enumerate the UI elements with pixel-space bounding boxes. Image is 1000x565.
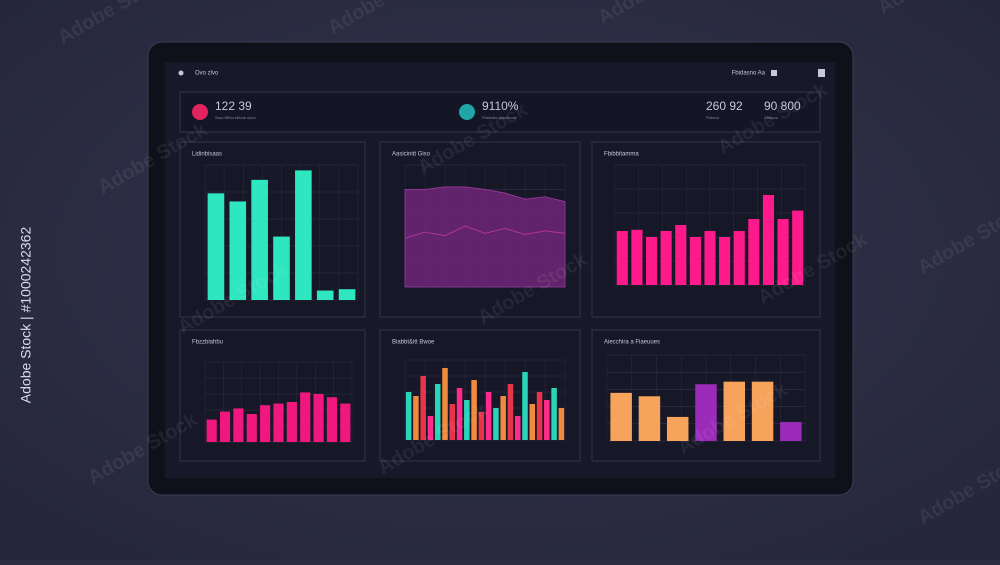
- content: 122 39 Sruu Wlho ebhub ocuo 9110% Fbsbcbo e…: [179, 99, 821, 462]
- bar: [295, 170, 312, 300]
- menu-icon[interactable]: [771, 70, 777, 76]
- bar: [464, 400, 470, 440]
- bar: [316, 290, 334, 300]
- kpi-value: 260 92: [706, 99, 743, 113]
- bar: [544, 400, 550, 440]
- kpi-icon: [459, 104, 475, 120]
- bar: [522, 372, 528, 440]
- panel-title: Fbzzbiahbu: [192, 340, 223, 346]
- bar: [723, 381, 746, 441]
- bar: [689, 237, 701, 285]
- bar: [777, 219, 789, 285]
- bar: [471, 380, 477, 440]
- panel-title: Lidinbisaas: [192, 152, 222, 158]
- bar: [229, 201, 247, 300]
- bar: [666, 416, 689, 441]
- bar: [300, 392, 311, 442]
- bar: [246, 414, 257, 442]
- bar: [751, 381, 774, 441]
- bar: [493, 408, 499, 440]
- bar: [762, 195, 775, 285]
- bar: [405, 392, 412, 440]
- bar: [792, 210, 804, 285]
- bar: [273, 403, 284, 442]
- kpi-label: Fbsbcbo ebsnnnoa: [482, 115, 517, 120]
- bar: [536, 392, 543, 440]
- bar: [420, 376, 426, 440]
- bar: [660, 231, 672, 285]
- panel-title: Fbibbitamma: [604, 152, 639, 158]
- bar: [286, 402, 297, 442]
- menu[interactable]: Fbidasno Aa: [732, 71, 766, 77]
- bar: [207, 193, 225, 300]
- bar: [704, 231, 716, 285]
- bar: [551, 388, 557, 440]
- bar: [326, 397, 338, 442]
- line: [404, 225, 566, 239]
- bar: [719, 237, 731, 285]
- breadcrumb[interactable]: Ovo zlvo: [195, 71, 219, 77]
- kpi-label: Cbbcoo: [764, 115, 779, 120]
- bar: [251, 179, 268, 300]
- kpi-icon: [192, 104, 208, 120]
- bar: [340, 403, 351, 442]
- bar: [219, 411, 231, 442]
- bar: [260, 405, 271, 442]
- bar: [780, 422, 802, 441]
- bar: [442, 368, 448, 440]
- bar: [558, 408, 565, 440]
- bar: [456, 388, 463, 440]
- bar: [748, 219, 760, 285]
- bar: [478, 412, 485, 440]
- bar: [631, 229, 643, 285]
- bar: [313, 394, 324, 442]
- bar: [273, 236, 290, 300]
- kpi-label: Sruu Wlho ebhub ocuo: [215, 115, 256, 120]
- bar: [514, 416, 521, 440]
- side-label: Adobe Stock | #1000242362: [18, 227, 34, 404]
- window-icon[interactable]: [818, 69, 825, 77]
- panel-title: Aiecchira a Fiaeuues: [604, 340, 660, 346]
- bar: [338, 289, 356, 300]
- kpi-value: 90 800: [764, 99, 801, 113]
- bar: [645, 237, 658, 285]
- bar: [616, 231, 628, 285]
- bar: [449, 404, 456, 440]
- bar: [733, 231, 745, 285]
- home-icon[interactable]: [178, 70, 184, 76]
- kpi-label: Fbbcco: [706, 115, 720, 120]
- bar: [529, 404, 536, 440]
- bar: [233, 408, 244, 442]
- kpi-value: 9110%: [482, 99, 519, 113]
- bar: [427, 416, 434, 440]
- bar: [413, 396, 419, 440]
- bar: [610, 392, 632, 441]
- area: [404, 186, 566, 288]
- bar: [638, 396, 661, 441]
- panel-title: Biabbt&itt Bwoe: [392, 340, 435, 346]
- panel-title: Aasicinitt Giso: [392, 152, 431, 158]
- bar: [434, 384, 441, 440]
- bar: [695, 384, 717, 441]
- kpi-value: 122 39: [215, 99, 252, 113]
- kpi-strip: [179, 91, 821, 133]
- bar: [507, 384, 514, 440]
- bar: [500, 396, 506, 440]
- bar: [675, 225, 687, 285]
- bar: [485, 392, 492, 440]
- bar: [206, 419, 217, 442]
